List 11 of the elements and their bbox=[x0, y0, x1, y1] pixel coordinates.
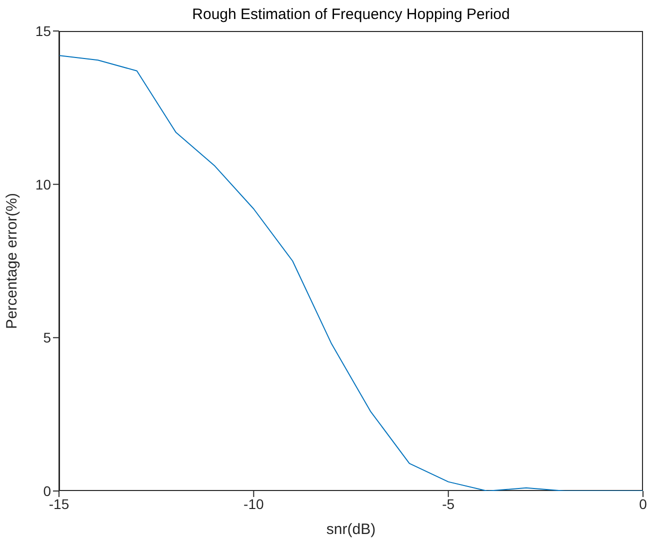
y-tick-label: 10 bbox=[35, 176, 52, 192]
y-tick-label: 15 bbox=[35, 22, 52, 39]
x-axis-title: snr(dB) bbox=[326, 521, 376, 538]
y-tick-label: 5 bbox=[43, 330, 52, 346]
x-tick-label: -10 bbox=[244, 496, 264, 512]
y-tick-label: 0 bbox=[43, 482, 52, 499]
y-axis-title: Percentage error(%) bbox=[3, 193, 20, 329]
x-tick-label: 0 bbox=[639, 496, 648, 512]
x-tick-label: -15 bbox=[48, 496, 70, 512]
chart-title: Rough Estimation of Frequency Hopping Period bbox=[191, 6, 511, 23]
x-tick-label: -5 bbox=[442, 496, 455, 512]
